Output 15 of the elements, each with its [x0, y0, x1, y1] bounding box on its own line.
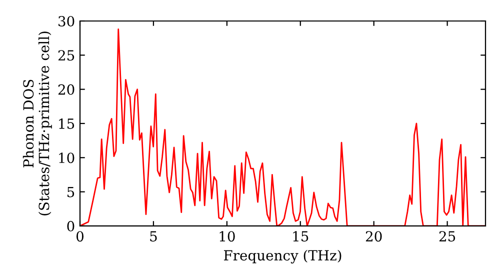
y-axis-title: Phonon DOS (States/THz·primitive cell): [22, 32, 52, 216]
x-tick-label: 20: [366, 231, 382, 242]
x-axis-title: Frequency (THz): [224, 250, 342, 264]
y-tick-label: 25: [58, 50, 74, 61]
x-tick-label: 15: [293, 231, 308, 242]
x-tick-label: 25: [439, 231, 456, 242]
y-tick-label: 15: [59, 118, 74, 129]
y-tick-label: 30: [58, 16, 74, 26]
x-tick-label: 10: [220, 231, 235, 242]
y-tick-label: 5: [67, 186, 74, 198]
y-tick-label: 0: [67, 220, 74, 232]
y-tick-label: 10: [59, 152, 74, 164]
x-tick-label: 0: [76, 231, 84, 242]
y-tick-label: 20: [58, 84, 74, 95]
x-tick-label: 5: [150, 231, 157, 242]
